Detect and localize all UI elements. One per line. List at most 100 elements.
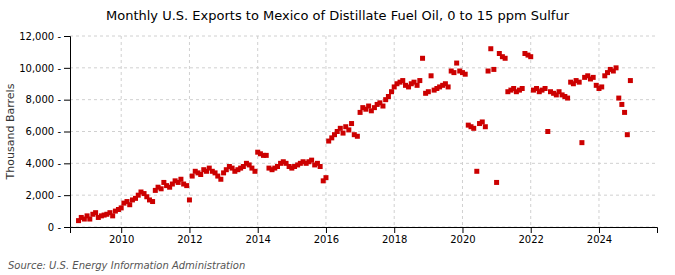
point xyxy=(264,153,269,158)
tick-mark xyxy=(64,100,70,101)
tick: 2,000 - xyxy=(26,190,70,201)
point xyxy=(463,72,468,77)
title: Monthly U.S. Exports to Mexico of Distil… xyxy=(106,8,570,23)
point xyxy=(451,70,456,75)
grid-line xyxy=(70,131,657,132)
tick: 2024 xyxy=(587,227,612,245)
tick-label: 2014 xyxy=(245,234,270,245)
tick-label: 8,000 - xyxy=(26,94,62,105)
tick-label: 2018 xyxy=(382,234,407,245)
point xyxy=(625,132,630,137)
point xyxy=(628,78,633,83)
tick: 8,000 - xyxy=(26,94,70,105)
point xyxy=(486,69,491,74)
point xyxy=(616,96,621,101)
tick: 4,000 - xyxy=(26,158,70,169)
grid-line xyxy=(70,163,657,164)
points xyxy=(76,46,633,223)
point xyxy=(318,164,323,169)
point xyxy=(454,61,459,66)
point xyxy=(528,54,533,59)
point xyxy=(358,110,363,115)
y-axis: 0 - 2,000 - 4,000 - 6,000 - 8,000 - 10,000 - 1… xyxy=(19,31,70,233)
x-axis: 20102012201420162018202020222024 xyxy=(71,227,658,245)
point xyxy=(471,126,476,131)
point xyxy=(591,75,596,80)
point xyxy=(446,84,451,89)
tick-mark xyxy=(64,163,70,164)
tick-label: 2020 xyxy=(450,234,475,245)
point xyxy=(545,129,550,134)
tick-label: 4,000 - xyxy=(26,158,62,169)
tick: 10,000 - xyxy=(19,63,70,74)
point xyxy=(543,86,548,91)
point xyxy=(483,124,488,129)
point xyxy=(420,56,425,61)
tick: 12,000 - xyxy=(19,31,70,42)
tick-label: 6,000 - xyxy=(26,126,62,137)
point xyxy=(159,186,164,191)
tick-label: 2016 xyxy=(314,234,339,245)
grid xyxy=(70,36,657,227)
tick-mark xyxy=(326,227,327,233)
grid-line xyxy=(70,195,657,196)
point xyxy=(619,102,624,107)
point xyxy=(400,78,405,83)
tick-mark xyxy=(258,227,259,233)
grid-line xyxy=(70,67,657,68)
tick-label: 2010 xyxy=(109,234,134,245)
point xyxy=(474,169,479,174)
tick-mark xyxy=(64,68,70,69)
axis-line xyxy=(64,37,71,228)
point xyxy=(355,134,360,139)
point xyxy=(346,127,351,132)
point xyxy=(338,126,343,131)
tick: 2018 xyxy=(382,227,407,245)
point xyxy=(309,158,314,163)
point xyxy=(110,213,115,218)
point xyxy=(119,205,124,210)
tick-mark xyxy=(599,227,600,233)
point xyxy=(520,86,525,91)
tick-mark xyxy=(462,227,463,233)
point xyxy=(127,202,132,207)
tick-label: 2024 xyxy=(587,234,612,245)
point xyxy=(480,119,485,124)
point xyxy=(503,56,508,61)
tick: 2010 xyxy=(109,227,134,245)
annotation: Source: U.S. Energy Information Administ… xyxy=(8,260,245,271)
point xyxy=(93,210,98,215)
point xyxy=(426,89,431,94)
plot-area: 201020122014201620182020202220240 -2,000… xyxy=(19,31,657,245)
point xyxy=(415,83,420,88)
axis-line xyxy=(71,228,658,234)
tick-mark xyxy=(394,227,395,233)
tick-mark xyxy=(64,36,70,37)
grid-line xyxy=(530,36,531,227)
y-axis-title: Thousand Barrels xyxy=(4,83,17,180)
point xyxy=(198,172,203,177)
tick: 0 - xyxy=(48,222,70,233)
point xyxy=(184,183,189,188)
point xyxy=(614,65,619,70)
point xyxy=(349,121,354,126)
tick-label: 12,000 - xyxy=(19,31,61,42)
point xyxy=(178,177,183,182)
tick-label: 2012 xyxy=(177,234,202,245)
tick: 2020 xyxy=(450,227,475,245)
point xyxy=(599,84,604,89)
tick-label: 0 - xyxy=(48,222,62,233)
point xyxy=(389,89,394,94)
grid-line xyxy=(70,36,657,37)
tick-mark xyxy=(531,227,532,233)
point xyxy=(491,67,496,72)
point xyxy=(488,46,493,51)
tick: 2014 xyxy=(245,227,270,245)
tick: 2016 xyxy=(314,227,339,245)
point xyxy=(150,199,155,204)
tick: 6,000 - xyxy=(26,126,70,137)
point xyxy=(429,73,434,78)
point xyxy=(380,104,385,109)
point xyxy=(187,197,192,202)
tick: 2012 xyxy=(177,227,202,245)
